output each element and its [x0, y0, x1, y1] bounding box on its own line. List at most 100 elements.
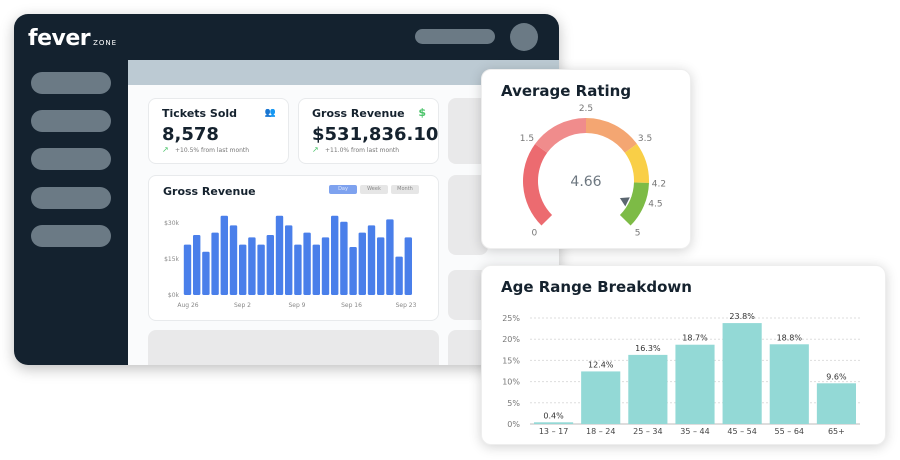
bar-label: 23.8% — [729, 312, 755, 321]
revenue-bar — [340, 221, 348, 295]
x-tick-label: Sep 23 — [396, 302, 417, 309]
revenue-bar — [183, 244, 192, 295]
bar-label: 16.3% — [635, 344, 661, 353]
dollar-icon: $ — [418, 106, 426, 119]
age-bar — [722, 323, 762, 424]
stat-value: 8,578 — [162, 124, 219, 145]
bar-label: 12.4% — [588, 360, 614, 369]
age-bar — [534, 422, 574, 424]
age-bar — [816, 383, 856, 424]
sidebar-item[interactable] — [31, 110, 111, 132]
users-icon: 👥 — [264, 108, 276, 118]
revenue-bar — [349, 247, 357, 295]
stat-value: $531,836.10 — [312, 124, 439, 145]
x-tick-label: 35 – 44 — [680, 427, 709, 436]
y-tick-label: 5% — [507, 399, 520, 408]
revenue-bar — [367, 225, 376, 295]
revenue-chart-card: Gross Revenue Day Week Month $0k $15k $30k… — [148, 175, 439, 321]
chart-title: Gross Revenue — [163, 185, 256, 198]
trend-up-icon: ↗ — [162, 145, 169, 154]
x-tick-label: 45 – 54 — [727, 427, 756, 436]
gauge-label: 1.5 — [520, 134, 534, 144]
bar-label: 9.6% — [826, 372, 847, 381]
sidebar-item[interactable] — [31, 148, 111, 170]
bar-label: 18.7% — [682, 334, 708, 343]
fever-logo: fever ZONE — [28, 26, 118, 51]
y-tick-label: $30k — [164, 220, 179, 227]
avatar[interactable] — [510, 23, 538, 51]
sidebar-item[interactable] — [31, 225, 111, 247]
gauge-band — [619, 182, 649, 226]
y-tick-label: $0k — [168, 292, 180, 299]
revenue-bar — [285, 225, 293, 295]
stat-card-revenue: Gross Revenue $ $531,836.10 ↗ +11.0% fro… — [298, 98, 439, 164]
gauge-label: 4.2 — [652, 179, 666, 189]
age-bar-chart: 0% 5% 10% 15% 20% 25% 0.4% 13 – 17 12.4% 18 – 24 1… — [502, 312, 860, 436]
y-tick-label: 15% — [502, 356, 520, 365]
age-range-card: Age Range Breakdown 0% 5% 10% 15% 20% 25% 0.4%… — [481, 265, 886, 445]
rating-gauge: 0 1.5 2.5 3.5 4.2 4.5 5 4.66 — [520, 104, 666, 239]
card-title: Age Range Breakdown — [501, 278, 692, 296]
dashboard-window: fever ZONE Tickets Sold 👥 8,578 ↗ +10.5% … — [14, 14, 559, 365]
revenue-bar — [331, 215, 339, 295]
x-tick-label: Sep 16 — [341, 302, 362, 309]
revenue-bar — [294, 244, 302, 295]
stat-title: Gross Revenue — [312, 107, 405, 120]
revenue-bar — [202, 251, 210, 295]
gauge-label: 4.5 — [648, 200, 662, 210]
revenue-bar — [321, 237, 330, 295]
card-title: Average Rating — [501, 82, 632, 100]
gauge-label: 0 — [532, 229, 538, 239]
gauge-label: 5 — [635, 229, 641, 239]
x-tick-label: Aug 26 — [177, 302, 198, 309]
y-tick-label: 10% — [502, 378, 520, 387]
sidebar-item[interactable] — [31, 187, 111, 209]
toggle-month[interactable]: Month — [391, 185, 419, 194]
gauge-label: 2.5 — [579, 104, 593, 114]
bar-label: 18.8% — [777, 333, 803, 342]
toggle-day[interactable]: Day — [329, 185, 357, 194]
revenue-bar — [220, 215, 228, 295]
revenue-bar — [211, 232, 219, 295]
x-tick-label: 18 – 24 — [586, 427, 615, 436]
x-tick-label: 65+ — [828, 427, 845, 436]
revenue-bar-chart: $0k $15k $30k Aug 26 Sep 2 Sep 9 Sep 16 Sep 23 — [164, 215, 417, 309]
gauge-band — [523, 143, 553, 226]
revenue-bar — [312, 244, 320, 295]
revenue-bar — [275, 215, 284, 295]
gauge-marker-icon — [618, 196, 632, 209]
header-search-placeholder[interactable] — [415, 29, 495, 44]
revenue-bar — [248, 237, 256, 295]
x-tick-label: Sep 2 — [234, 302, 251, 309]
revenue-bar — [229, 225, 238, 295]
revenue-bar — [239, 244, 247, 295]
x-tick-label: 13 – 17 — [539, 427, 568, 436]
gauge-band — [535, 118, 586, 153]
revenue-bar — [358, 232, 366, 295]
revenue-bar — [377, 237, 385, 295]
stat-change: +11.0% from last month — [325, 147, 400, 154]
stat-change: +10.5% from last month — [175, 147, 250, 154]
x-tick-label: Sep 9 — [288, 302, 305, 309]
revenue-bar — [395, 256, 403, 295]
x-tick-label: 55 – 64 — [775, 427, 804, 436]
revenue-bar — [266, 235, 274, 295]
y-tick-label: 20% — [502, 335, 520, 344]
stat-title: Tickets Sold — [162, 107, 238, 120]
age-bar — [675, 344, 715, 424]
y-tick-label: 0% — [507, 420, 520, 429]
revenue-bar — [386, 219, 394, 295]
x-tick-label: 25 – 34 — [633, 427, 662, 436]
revenue-bar — [303, 232, 311, 295]
average-rating-card: Average Rating 0 1.5 2.5 3.5 4.2 4.5 5 4.66 — [481, 69, 691, 249]
gauge-band — [586, 118, 637, 153]
sidebar-item[interactable] — [31, 72, 111, 94]
stat-card-tickets: Tickets Sold 👥 8,578 ↗ +10.5% from last … — [148, 98, 289, 164]
revenue-bar — [193, 235, 201, 295]
toggle-week[interactable]: Week — [360, 185, 388, 194]
revenue-bar — [404, 237, 412, 295]
y-tick-label: $15k — [164, 256, 179, 263]
revenue-bar — [257, 244, 265, 295]
gauge-band — [624, 143, 649, 183]
trend-up-icon: ↗ — [312, 145, 319, 154]
